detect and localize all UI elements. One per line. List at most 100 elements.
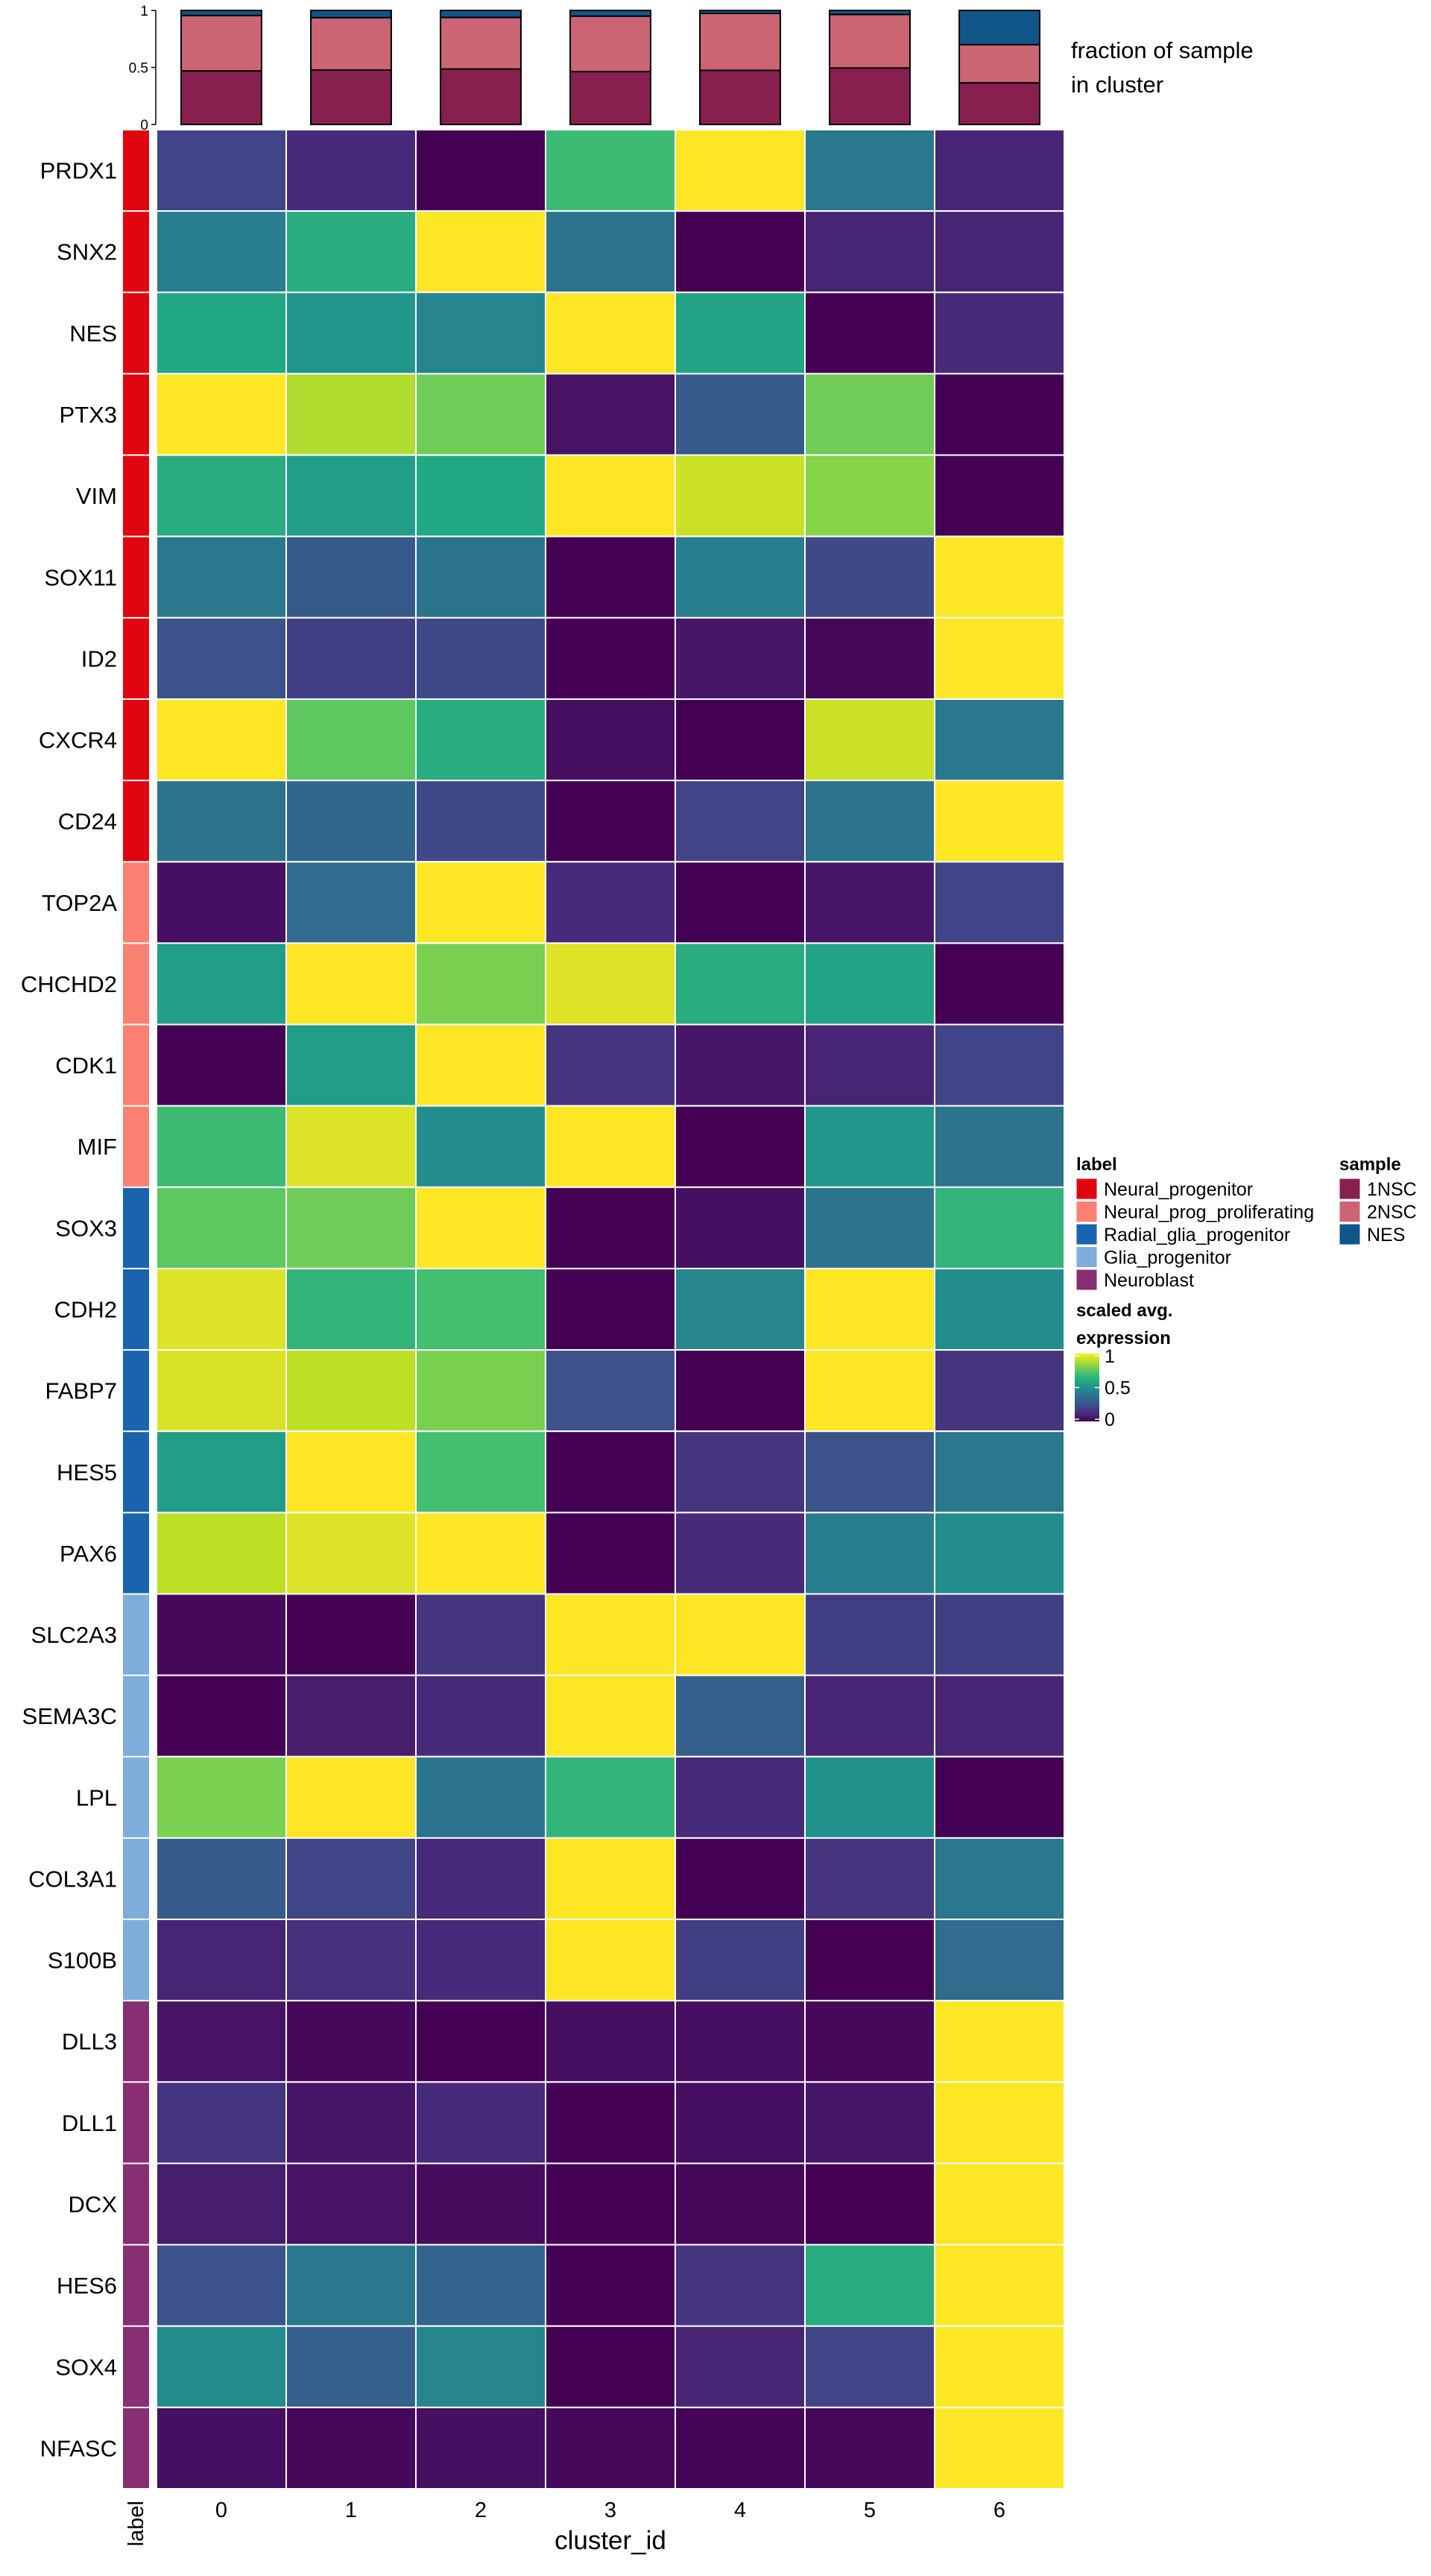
- heatmap-cell-CD24-cluster-1: [285, 780, 417, 863]
- gene-label: MIF: [78, 1134, 117, 1160]
- heatmap-cell-PTX3-cluster-1: [285, 373, 417, 456]
- heatmap-cell-SOX4-cluster-3: [545, 2325, 676, 2408]
- heatmap-cell-DLL1-cluster-5: [804, 2081, 935, 2165]
- bar-y-tick-label: 0.5: [129, 61, 148, 77]
- heatmap-cell-CXCR4-cluster-6: [934, 698, 1065, 782]
- label-legend-swatch-Neuroblast: [1075, 1269, 1098, 1291]
- heatmap-cell-SOX11-cluster-4: [675, 535, 806, 619]
- row-label-annotation-CXCR4: [123, 699, 149, 780]
- heatmap-cell-CHCHD2-cluster-2: [415, 942, 546, 1026]
- heatmap-cell-CHCHD2-cluster-5: [804, 942, 935, 1026]
- heatmap-cell-SNX2-cluster-6: [934, 210, 1065, 294]
- gene-label: NFASC: [40, 2435, 117, 2461]
- gene-label: CDH2: [54, 1297, 117, 1323]
- row-label-annotation-LPL: [123, 1757, 149, 1837]
- heatmap-cell-DLL1-cluster-0: [156, 2081, 287, 2165]
- heatmap-cell-PRDX1-cluster-4: [675, 129, 806, 212]
- heatmap-cell-SOX4-cluster-0: [156, 2325, 287, 2408]
- gene-label: SLC2A3: [31, 1622, 117, 1648]
- gene-label: HES5: [57, 1459, 117, 1486]
- gene-label: DLL3: [62, 2029, 117, 2055]
- row-label-annotation-DCX: [123, 2164, 149, 2244]
- bar-segment-2NSC-cluster-2: [440, 16, 522, 70]
- heatmap-cell-MIF-cluster-1: [285, 1105, 417, 1188]
- heatmap-cell-ID2-cluster-2: [415, 616, 546, 700]
- heatmap-cell-CHCHD2-cluster-1: [285, 942, 417, 1026]
- heatmap-cell-TOP2A-cluster-6: [934, 861, 1065, 944]
- heatmap-cell-PAX6-cluster-4: [675, 1512, 806, 1595]
- heatmap-cell-SOX3-cluster-3: [545, 1186, 676, 1269]
- heatmap-cell-SOX4-cluster-5: [804, 2325, 935, 2408]
- heatmap-cell-CHCHD2-cluster-0: [156, 942, 287, 1026]
- heatmap-cell-HES5-cluster-2: [415, 1430, 546, 1514]
- label-legend-item: Radial_glia_progenitor: [1104, 1225, 1290, 1246]
- heatmap-cell-VIM-cluster-4: [675, 454, 806, 537]
- expression-heatmap: PRDX1 SNX2 NES PTX3 VIM SOX11 ID2 CXCR4 CD24 TOP2…: [21, 129, 1065, 2522]
- label-legend-item: Neuroblast: [1104, 1270, 1194, 1291]
- row-label-annotation-MIF: [123, 1106, 149, 1187]
- gene-label: VIM: [76, 483, 117, 509]
- gene-label: SNX2: [57, 239, 117, 265]
- heatmap-cell-S100B-cluster-2: [415, 1919, 546, 2002]
- gene-label: PRDX1: [40, 158, 117, 184]
- heatmap-cell-SOX3-cluster-2: [415, 1186, 546, 1269]
- gene-label: DLL1: [62, 2110, 117, 2136]
- heatmap-cell-SEMA3C-cluster-0: [156, 1674, 287, 1758]
- heatmap-cell-CDH2-cluster-0: [156, 1267, 287, 1351]
- gene-label: SOX4: [55, 2354, 117, 2380]
- bar-segment-NES-cluster-4: [699, 10, 781, 14]
- bar-segment-2NSC-cluster-0: [180, 14, 262, 72]
- heatmap-cell-CXCR4-cluster-1: [285, 698, 417, 782]
- x-tick-label: 5: [864, 2498, 876, 2522]
- heatmap-cell-LPL-cluster-6: [934, 1755, 1065, 1839]
- heatmap-cell-SEMA3C-cluster-5: [804, 1674, 935, 1758]
- row-label-annotation-NES: [123, 293, 149, 373]
- heatmap-cell-SNX2-cluster-5: [804, 210, 935, 294]
- heatmap-cell-SNX2-cluster-3: [545, 210, 676, 294]
- bar-y-tick-label: 1: [140, 4, 148, 19]
- heatmap-cell-CDK1-cluster-6: [934, 1023, 1065, 1107]
- heatmap-cell-CD24-cluster-0: [156, 780, 287, 863]
- bar-segment-1NSC-cluster-3: [569, 71, 651, 125]
- row-label-annotation-VIM: [123, 455, 149, 536]
- heatmap-cell-FABP7-cluster-2: [415, 1349, 546, 1433]
- heatmap-cell-CD24-cluster-2: [415, 780, 546, 863]
- bar-segment-1NSC-cluster-2: [440, 68, 522, 125]
- heatmap-cell-SLC2A3-cluster-1: [285, 1593, 417, 1676]
- heatmap-cell-ID2-cluster-3: [545, 616, 676, 700]
- heatmap-cell-PTX3-cluster-4: [675, 373, 806, 456]
- heatmap-cell-CHCHD2-cluster-4: [675, 942, 806, 1026]
- bar-segment-1NSC-cluster-4: [699, 69, 781, 125]
- sample-legend-item: NES: [1367, 1225, 1405, 1246]
- heatmap-cell-MIF-cluster-5: [804, 1105, 935, 1188]
- heatmap-cell-SOX3-cluster-0: [156, 1186, 287, 1269]
- heatmap-cell-SEMA3C-cluster-6: [934, 1674, 1065, 1758]
- heatmap-cell-SOX11-cluster-3: [545, 535, 676, 619]
- heatmap-cell-CXCR4-cluster-5: [804, 698, 935, 782]
- heatmap-cell-HES6-cluster-3: [545, 2244, 676, 2327]
- row-annotation-axis-label: label: [124, 2501, 148, 2546]
- x-tick-label: 1: [345, 2498, 357, 2522]
- color-scale-title-line-1: scaled avg.: [1076, 1301, 1172, 1321]
- gene-label: FABP7: [45, 1378, 118, 1404]
- gene-label: NES: [69, 321, 117, 347]
- heatmap-cell-COL3A1-cluster-2: [415, 1837, 546, 1921]
- sample-legend-item: 2NSC: [1367, 1202, 1417, 1223]
- heatmap-cell-PRDX1-cluster-6: [934, 129, 1065, 212]
- heatmap-cell-NES-cluster-6: [934, 291, 1065, 375]
- heatmap-cell-COL3A1-cluster-4: [675, 1837, 806, 1921]
- heatmap-cell-MIF-cluster-4: [675, 1105, 806, 1188]
- heatmap-cell-PRDX1-cluster-3: [545, 129, 676, 212]
- row-label-annotation-SOX11: [123, 537, 149, 617]
- gene-label: DCX: [69, 2191, 118, 2217]
- heatmap-cell-HES6-cluster-1: [285, 2244, 417, 2327]
- heatmap-cell-CXCR4-cluster-3: [545, 698, 676, 782]
- row-label-annotation-SEMA3C: [123, 1676, 149, 1756]
- heatmap-cell-LPL-cluster-3: [545, 1755, 676, 1839]
- heatmap-cell-NFASC-cluster-5: [804, 2406, 935, 2490]
- gene-label: CD24: [58, 809, 117, 835]
- heatmap-cell-SEMA3C-cluster-1: [285, 1674, 417, 1758]
- label-legend-swatch-Neural_prog_proliferating: [1075, 1201, 1098, 1222]
- row-label-annotation-CDH2: [123, 1269, 149, 1350]
